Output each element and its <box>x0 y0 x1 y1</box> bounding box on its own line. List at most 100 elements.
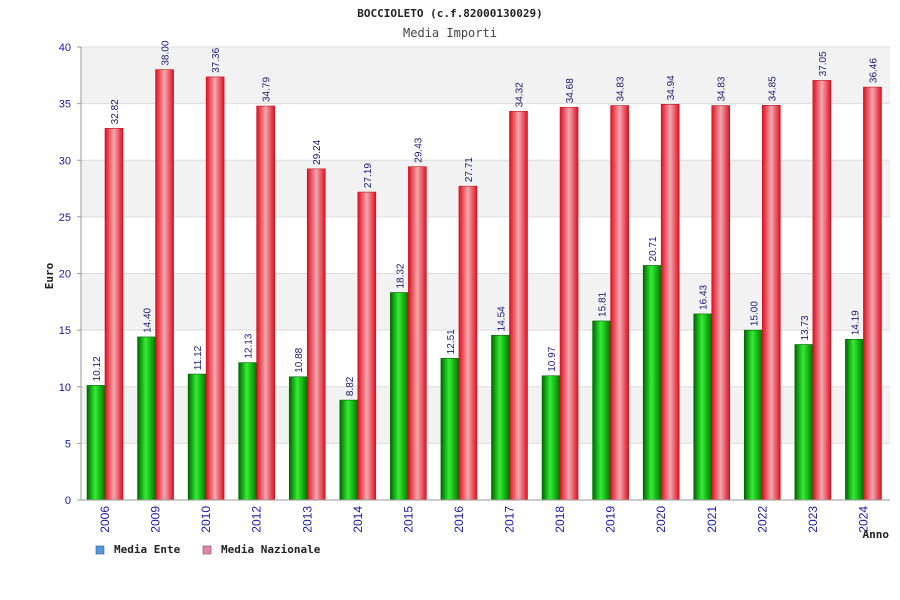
value-label: 29.24 <box>312 139 323 164</box>
bar-media-nazionale <box>863 86 882 501</box>
bar-media-ente <box>440 358 460 501</box>
bar-media-nazionale <box>711 105 731 501</box>
value-label: 10.12 <box>92 356 103 381</box>
bar-media-nazionale <box>306 168 326 501</box>
legend-label-media-nazionale: Media Nazionale <box>221 543 321 556</box>
value-label: 38.00 <box>161 40 172 65</box>
value-label: 34.32 <box>515 82 526 107</box>
bar-media-nazionale <box>256 105 275 501</box>
bar-media-ente <box>339 399 359 501</box>
x-tick-label: 2023 <box>806 506 820 533</box>
x-tick-label: 2017 <box>503 506 517 533</box>
legend-swatch-media-ente <box>95 545 105 555</box>
x-tick-label: 2020 <box>654 506 668 533</box>
bar-media-ente <box>238 362 257 501</box>
bar-media-ente <box>592 320 611 501</box>
value-label: 15.81 <box>598 291 609 316</box>
y-tick-label: 15 <box>59 325 71 337</box>
bar-media-nazionale <box>357 191 377 501</box>
bar-media-nazionale <box>762 105 781 501</box>
bar-media-ente <box>845 338 864 501</box>
bar-media-ente <box>491 335 510 501</box>
legend-swatch-media-nazionale <box>202 545 212 555</box>
x-tick-label: 2019 <box>604 506 618 533</box>
y-tick-label: 10 <box>59 382 71 394</box>
value-label: 29.43 <box>413 137 424 162</box>
bar-media-ente <box>744 329 763 501</box>
value-label: 34.68 <box>565 78 576 103</box>
value-label: 18.32 <box>395 263 406 288</box>
value-labels: 10.12 32.82 14.40 38.00 11.12 37.36 12.13 34.79… <box>92 40 879 396</box>
bar-media-ente <box>187 373 207 501</box>
value-label: 20.71 <box>648 236 659 261</box>
value-label: 34.85 <box>767 76 778 101</box>
x-tick-label: 2009 <box>149 506 163 533</box>
value-label: 36.46 <box>868 58 879 83</box>
y-tick-label: 20 <box>59 269 71 281</box>
legend: Media Ente Media Nazionale <box>95 543 321 556</box>
value-label: 34.83 <box>717 76 728 101</box>
bar-media-ente <box>642 265 662 501</box>
bar-media-ente <box>288 376 308 501</box>
y-tick-label: 0 <box>65 495 71 507</box>
y-tick-label: 30 <box>59 155 71 167</box>
value-label: 12.51 <box>446 329 457 354</box>
y-axis-ticks: 0 5 10 15 20 25 30 35 40 <box>59 42 81 507</box>
value-label: 14.54 <box>497 306 508 331</box>
bar-media-ente <box>86 385 106 501</box>
value-label: 37.36 <box>211 47 222 72</box>
bar-media-nazionale <box>509 111 528 501</box>
value-label: 34.79 <box>262 77 273 102</box>
value-label: 10.97 <box>547 346 558 371</box>
bar-media-nazionale <box>408 166 427 501</box>
x-tick-label: 2006 <box>98 506 112 533</box>
x-tick-label: 2013 <box>300 506 314 533</box>
legend-label-media-ente: Media Ente <box>114 543 181 556</box>
bar-media-ente <box>794 344 814 501</box>
bar-media-nazionale <box>458 185 478 501</box>
bar-media-nazionale <box>559 106 579 501</box>
chart-subtitle: Media Importi <box>403 26 497 40</box>
value-label: 27.71 <box>464 157 475 182</box>
y-axis-label: Euro <box>43 262 56 289</box>
bar-media-nazionale <box>104 128 124 501</box>
x-tick-label: 2015 <box>401 506 415 533</box>
x-tick-label: 2016 <box>452 506 466 533</box>
bar-media-ente <box>541 375 561 501</box>
value-label: 37.05 <box>818 51 829 76</box>
bar-media-ente <box>390 292 409 501</box>
x-tick-label: 2021 <box>705 506 719 533</box>
value-label: 11.12 <box>193 345 204 370</box>
value-label: 8.82 <box>345 376 356 396</box>
chart-title: BOCCIOLETO (c.f.82000130029) <box>357 7 542 20</box>
bar-media-nazionale <box>205 76 225 501</box>
bar-media-ente <box>693 313 713 501</box>
x-tick-label: 2018 <box>553 506 567 533</box>
bar-media-nazionale <box>610 105 629 501</box>
value-label: 34.83 <box>616 76 627 101</box>
value-label: 15.00 <box>749 301 760 326</box>
y-tick-label: 25 <box>59 212 71 224</box>
x-tick-label: 2024 <box>856 506 870 533</box>
bar-media-ente <box>137 336 156 501</box>
value-label: 34.94 <box>666 75 677 100</box>
x-tick-label: 2010 <box>199 506 213 533</box>
y-tick-label: 5 <box>65 438 71 450</box>
value-label: 14.19 <box>850 310 861 335</box>
bar-media-nazionale <box>660 104 680 501</box>
value-label: 16.43 <box>699 284 710 309</box>
x-axis-ticks: 2006 2009 2010 2012 2013 2014 2015 2016 2017 2018… <box>98 506 870 533</box>
y-tick-label: 40 <box>59 42 71 54</box>
x-tick-label: 2012 <box>250 506 264 533</box>
value-label: 10.88 <box>294 347 305 372</box>
value-label: 27.19 <box>363 163 374 188</box>
bar-media-nazionale <box>812 80 832 501</box>
value-label: 14.40 <box>143 307 154 332</box>
x-tick-label: 2014 <box>351 506 365 533</box>
value-label: 13.73 <box>800 315 811 340</box>
value-label: 12.13 <box>244 333 255 358</box>
value-label: 32.82 <box>110 99 121 124</box>
y-tick-label: 35 <box>59 99 71 111</box>
x-axis-label: Anno <box>863 528 890 541</box>
